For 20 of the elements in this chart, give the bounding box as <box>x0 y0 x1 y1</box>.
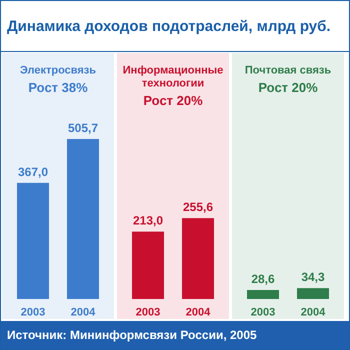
x-tick-label: 2004 <box>70 306 96 318</box>
x-tick-label: 2003 <box>20 306 46 318</box>
x-tick-label: 2003 <box>250 306 276 318</box>
chart-subtitle: Рост 38% <box>28 80 88 95</box>
chart-title: Информационные технологии <box>122 64 224 90</box>
data-label: 367,0 <box>18 164 48 179</box>
text: Динамика доходов подотраслей, млрд руб. <box>1 1 349 52</box>
data-label: 28,6 <box>251 272 275 286</box>
chart-subtitle: Рост 20% <box>258 80 318 95</box>
data-label: 213,0 <box>132 214 164 228</box>
chart-title: Электросвязь <box>20 64 96 76</box>
x-tick-label: 2003 <box>136 306 160 318</box>
text: Источник: Мининформсвязи России, 2005 <box>1 321 349 349</box>
data-label: 505,7 <box>68 121 98 135</box>
chart-title: Почтовая связь <box>244 64 332 76</box>
x-tick-label: 2004 <box>300 306 326 318</box>
x-tick-label: 2004 <box>186 306 212 318</box>
data-label: 255,6 <box>182 200 214 214</box>
chart-subtitle: Рост 20% <box>143 93 204 108</box>
data-label: 34,3 <box>301 270 325 284</box>
